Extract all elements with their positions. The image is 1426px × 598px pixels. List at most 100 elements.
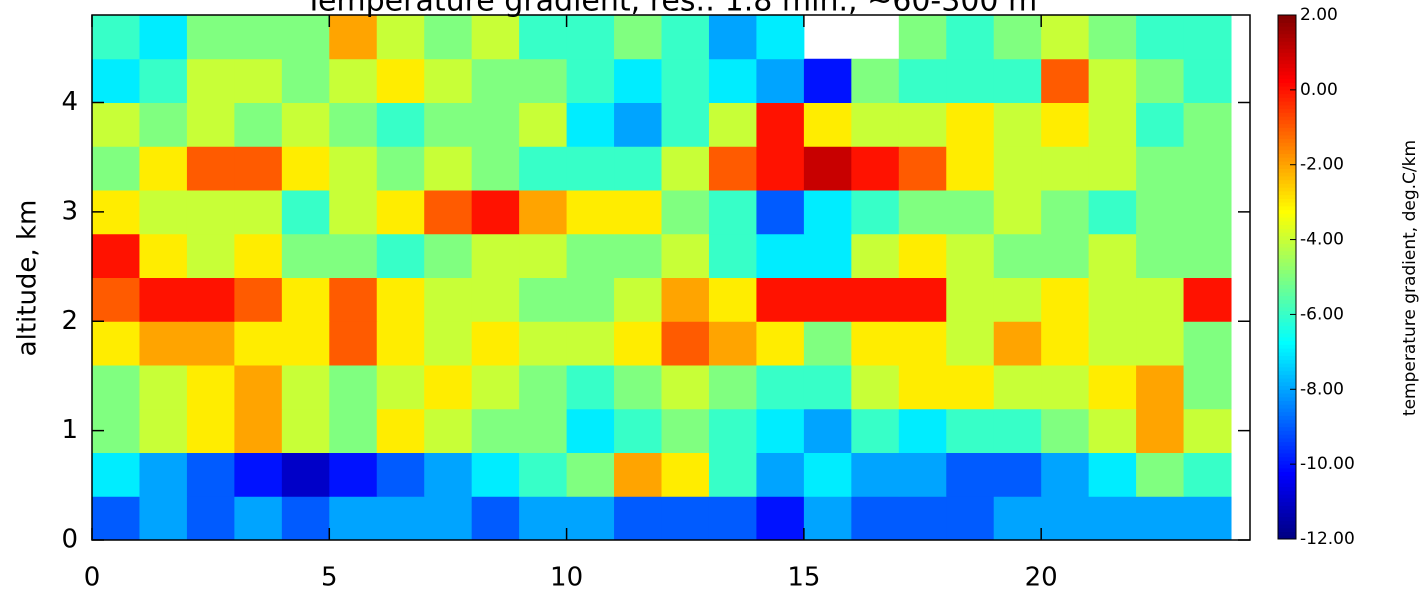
- colorbar-swatch: [1278, 527, 1296, 533]
- heatmap-cell: [281, 408, 330, 453]
- colorbar-tick-label: -4.00: [1300, 230, 1344, 250]
- heatmap-cell: [756, 146, 805, 191]
- colorbar-swatch: [1278, 445, 1296, 450]
- heatmap-cell: [424, 190, 473, 235]
- colorbar-swatch: [1278, 247, 1296, 252]
- heatmap-cell: [993, 277, 1042, 322]
- heatmap-cell: [139, 496, 188, 541]
- colorbar-swatch: [1278, 168, 1296, 173]
- colorbar-swatch: [1278, 381, 1296, 387]
- heatmap: [92, 15, 1232, 541]
- heatmap-cell: [708, 277, 757, 322]
- heatmap-cell: [281, 452, 330, 497]
- colorbar-swatch: [1278, 213, 1296, 218]
- heatmap-cell: [139, 408, 188, 453]
- colorbar-swatch: [1278, 175, 1296, 181]
- colorbar-tick-label: 2.00: [1300, 5, 1338, 25]
- heatmap-cell: [281, 58, 330, 103]
- colorbar-swatch: [1278, 209, 1296, 214]
- heatmap-cell: [424, 496, 473, 541]
- heatmap-cell: [1136, 277, 1185, 322]
- heatmap-cell: [376, 277, 425, 322]
- heatmap-cell: [234, 58, 283, 103]
- heatmap-cell: [1088, 146, 1137, 191]
- heatmap-cell: [1041, 408, 1090, 453]
- heatmap-cell: [756, 190, 805, 235]
- colorbar-swatch: [1278, 187, 1296, 192]
- colorbar-swatch: [1278, 277, 1296, 282]
- colorbar-swatch: [1278, 306, 1296, 312]
- colorbar-swatch: [1278, 33, 1296, 38]
- colorbar-swatch: [1278, 262, 1296, 267]
- heatmap-cell: [851, 233, 900, 278]
- colorbar-swatch: [1278, 524, 1296, 529]
- heatmap-cell: [661, 277, 710, 322]
- heatmap-cell: [708, 58, 757, 103]
- heatmap-cell: [1136, 321, 1185, 366]
- heatmap-cell: [519, 102, 568, 147]
- heatmap-cell: [186, 277, 235, 322]
- colorbar-swatch: [1278, 490, 1296, 495]
- heatmap-cell: [898, 408, 947, 453]
- heatmap-cell: [376, 102, 425, 147]
- heatmap-cell: [471, 452, 520, 497]
- heatmap-cell: [898, 146, 947, 191]
- colorbar-swatch: [1278, 198, 1296, 203]
- heatmap-cell: [946, 365, 995, 410]
- heatmap-cell: [186, 452, 235, 497]
- heatmap-cell: [566, 15, 615, 60]
- heatmap-cell: [1088, 496, 1137, 541]
- heatmap-cell: [519, 496, 568, 541]
- colorbar-swatch: [1278, 273, 1296, 278]
- heatmap-cell: [1183, 408, 1232, 453]
- heatmap-cell: [946, 452, 995, 497]
- heatmap-cell: [281, 365, 330, 410]
- colorbar-swatch: [1278, 112, 1296, 117]
- heatmap-cell: [376, 15, 425, 60]
- heatmap-cell: [471, 496, 520, 541]
- heatmap-cell: [993, 58, 1042, 103]
- heatmap-cell: [92, 496, 140, 541]
- heatmap-cell: [376, 233, 425, 278]
- heatmap-cell: [708, 408, 757, 453]
- colorbar-swatch: [1278, 467, 1296, 473]
- heatmap-cell: [566, 146, 615, 191]
- heatmap-cell: [1183, 452, 1232, 497]
- colorbar-swatch: [1278, 108, 1296, 113]
- heatmap-cell: [424, 365, 473, 410]
- heatmap-cell: [376, 496, 425, 541]
- colorbar-swatch: [1278, 344, 1296, 349]
- colorbar-swatch: [1278, 359, 1296, 364]
- heatmap-cell: [186, 321, 235, 366]
- heatmap-cell: [329, 321, 378, 366]
- colorbar-swatch: [1278, 475, 1296, 480]
- heatmap-cell: [471, 102, 520, 147]
- colorbar-swatch: [1278, 400, 1296, 405]
- colorbar-swatch: [1278, 516, 1296, 521]
- heatmap-cell: [946, 102, 995, 147]
- colorbar-swatch: [1278, 325, 1296, 330]
- colorbar-swatch: [1278, 374, 1296, 379]
- heatmap-cell: [661, 102, 710, 147]
- colorbar-swatch: [1278, 269, 1296, 274]
- colorbar-swatch: [1278, 396, 1296, 402]
- heatmap-cell: [1136, 15, 1185, 60]
- colorbar-swatch: [1278, 224, 1296, 229]
- colorbar-swatch: [1278, 385, 1296, 390]
- colorbar-swatch: [1278, 97, 1296, 102]
- colorbar-swatch: [1278, 318, 1296, 323]
- colorbar-swatch: [1278, 194, 1296, 199]
- colorbar-swatch: [1278, 160, 1296, 166]
- colorbar-swatch: [1278, 101, 1296, 106]
- heatmap-cell: [471, 58, 520, 103]
- heatmap-cell: [92, 452, 140, 497]
- heatmap-cell: [1183, 233, 1232, 278]
- heatmap-cell: [1183, 15, 1232, 60]
- heatmap-cell: [756, 496, 805, 541]
- heatmap-cell: [946, 190, 995, 235]
- heatmap-cell: [92, 321, 140, 366]
- heatmap-cell: [614, 321, 663, 366]
- heatmap-cell: [993, 321, 1042, 366]
- heatmap-cell: [756, 15, 805, 60]
- heatmap-cell: [851, 408, 900, 453]
